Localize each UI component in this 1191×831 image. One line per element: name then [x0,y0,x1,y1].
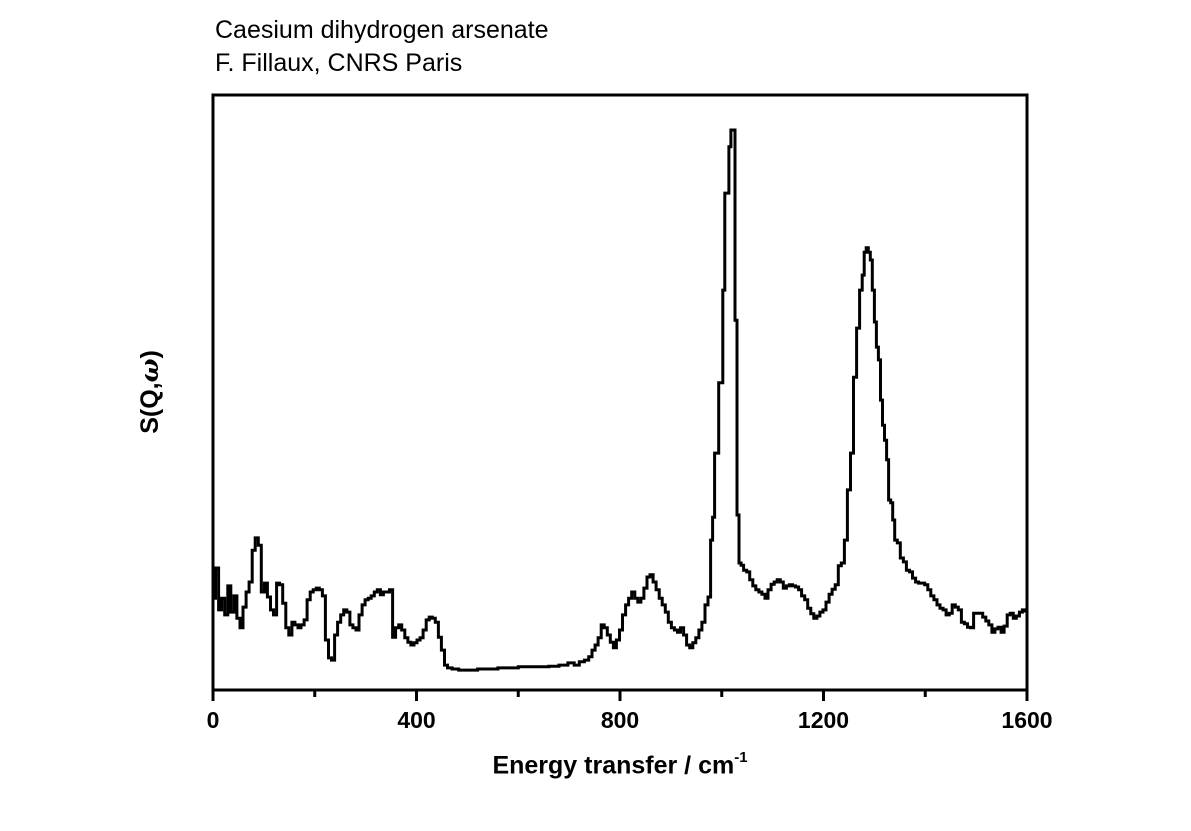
figure-subtitle: F. Fillaux, CNRS Paris [215,49,463,77]
spectrum-path [214,128,1027,672]
x-tick-label: 1200 [798,707,849,733]
y-axis-title: S(Q,ω) [135,350,165,434]
x-tick-label: 400 [397,707,435,733]
x-tick-label: 0 [207,707,220,733]
x-axis-title-superscript: -1 [734,749,748,766]
figure-title: Caesium dihydrogen arsenate [215,16,549,44]
x-tick-label: 800 [601,707,639,733]
figure-title-block: Caesium dihydrogen arsenate F. Fillaux, … [215,14,549,80]
omega-symbol: ω [135,358,164,383]
x-axis-title: Energy transfer / cm-1 [213,749,1027,780]
y-axis-title-post: ) [136,350,164,359]
x-axis-title-main: Energy transfer / cm [492,751,735,780]
x-tick-label: 1600 [1001,707,1052,733]
plot-border [211,93,1029,692]
y-axis-title-pre: S(Q, [136,382,164,434]
